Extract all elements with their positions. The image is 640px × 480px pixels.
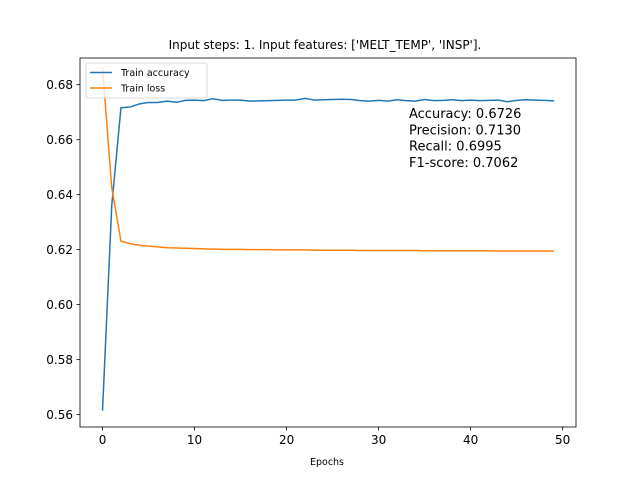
y-tick-label: 0.58: [46, 353, 73, 367]
x-tick-label: 50: [555, 433, 570, 447]
y-tick-label: 0.64: [46, 188, 73, 202]
x-axis-label: Epochs: [310, 457, 344, 468]
y-tick-label: 0.66: [46, 133, 73, 147]
axes-frame: [79, 57, 577, 428]
y-tick-label: 0.56: [46, 408, 73, 422]
legend-box: [85, 62, 208, 99]
metric-annotation: F1-score: 0.7062: [409, 156, 518, 171]
legend-label: Train accuracy: [120, 68, 190, 79]
x-tick-label: 30: [371, 433, 386, 447]
plot-area: 0 10 20 30 40 50 0.56 0.58 0.60 0.62 0.64 0.66 0.68 T…: [46, 57, 577, 447]
x-tick-label: 40: [463, 433, 478, 447]
y-tick-label: 0.62: [46, 243, 73, 257]
series-line-train-loss: [101, 67, 555, 252]
x-tick-label: 20: [279, 433, 294, 447]
metric-annotation: Recall: 0.6995: [409, 140, 502, 155]
metric-annotation: Accuracy: 0.6726: [409, 107, 521, 122]
y-tick-label: 0.68: [46, 78, 73, 92]
metric-annotation: Precision: 0.7130: [409, 123, 521, 138]
legend-label: Train loss: [120, 84, 165, 95]
chart-title: Input steps: 1. Input features: ['MELT_T…: [169, 38, 482, 52]
x-tick-label: 0: [99, 433, 107, 447]
y-tick-label: 0.60: [46, 298, 73, 312]
series-line-train-accuracy: [101, 97, 555, 411]
x-tick-label: 10: [187, 433, 202, 447]
